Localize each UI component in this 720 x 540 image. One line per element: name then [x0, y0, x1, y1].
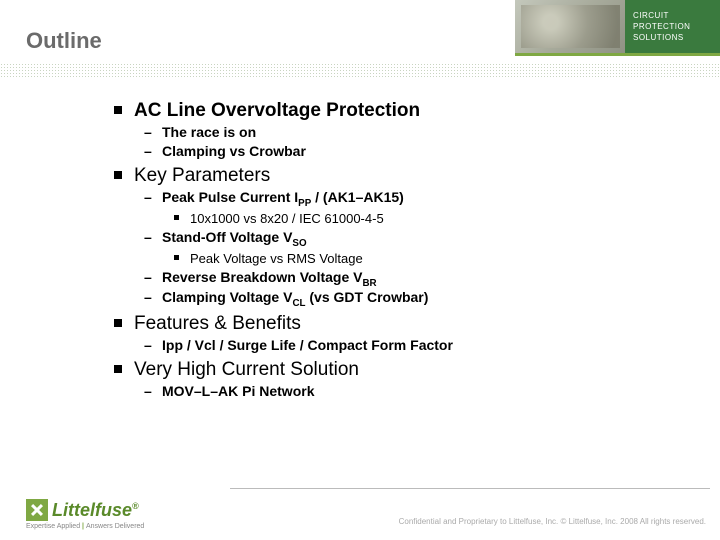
- outline-l2-list: Peak Pulse Current IPP / (AK1–AK15) 10x10…: [134, 189, 690, 309]
- outline-l2-item: The race is on: [134, 124, 690, 142]
- outline-l2-item: MOV–L–AK Pi Network: [134, 383, 690, 401]
- tagline-left: Expertise Applied: [26, 523, 80, 530]
- green-line-2: PROTECTION: [633, 21, 712, 32]
- outline-l3-list: Peak Voltage vs RMS Voltage: [162, 250, 690, 268]
- tagline-right: Answers Delivered: [86, 523, 144, 530]
- subscript: CL: [292, 298, 305, 309]
- outline-l2-text: Peak Pulse Current IPP / (AK1–AK15): [162, 189, 404, 205]
- outline-l1-item: AC Line Overvoltage Protection The race i…: [112, 100, 690, 161]
- outline-l2-text: The race is on: [162, 124, 256, 140]
- dotted-divider: [0, 63, 720, 77]
- outline-list: AC Line Overvoltage Protection The race i…: [112, 100, 690, 401]
- outline-l1-text: Features & Benefits: [134, 313, 301, 334]
- logo-area: Littelfuse® Expertise Applied | Answers …: [26, 499, 144, 530]
- green-line-1: CIRCUIT: [633, 10, 712, 21]
- outline-l2-item: Reverse Breakdown Voltage VBR: [134, 269, 690, 289]
- footer-divider: [230, 488, 710, 489]
- outline-l3-list: 10x1000 vs 8x20 / IEC 61000-4-5: [162, 210, 690, 228]
- subscript: BR: [362, 277, 376, 288]
- logo-tagline: Expertise Applied | Answers Delivered: [26, 523, 144, 530]
- outline-l2-text: Reverse Breakdown Voltage VBR: [162, 269, 377, 285]
- outline-l2-item: Clamping Voltage VCL (vs GDT Crowbar): [134, 289, 690, 309]
- header-photo: [515, 0, 625, 56]
- outline-l2-list: Ipp / Vcl / Surge Life / Compact Form Fa…: [134, 337, 690, 355]
- subscript: PP: [298, 198, 311, 209]
- outline-l1-text: AC Line Overvoltage Protection: [134, 100, 420, 121]
- slide-title: Outline: [26, 28, 102, 54]
- slide-footer: Littelfuse® Expertise Applied | Answers …: [0, 488, 720, 540]
- outline-l1-item: Features & Benefits Ipp / Vcl / Surge Lif…: [112, 313, 690, 355]
- outline-l1-text: Very High Current Solution: [134, 359, 359, 380]
- outline-l2-item: Ipp / Vcl / Surge Life / Compact Form Fa…: [134, 337, 690, 355]
- outline-l2-item: Peak Pulse Current IPP / (AK1–AK15) 10x10…: [134, 189, 690, 228]
- outline-l1-text: Key Parameters: [134, 165, 270, 186]
- slide-header: Outline CIRCUIT PROTECTION SOLUTIONS: [0, 0, 720, 80]
- outline-l2-text: MOV–L–AK Pi Network: [162, 383, 314, 399]
- photo-placeholder: [521, 5, 620, 47]
- outline-l2-item: Stand-Off Voltage VSO Peak Voltage vs RMS…: [134, 229, 690, 268]
- header-green-block: CIRCUIT PROTECTION SOLUTIONS: [625, 0, 720, 56]
- outline-l3-text: Peak Voltage vs RMS Voltage: [190, 251, 363, 266]
- outline-l3-item: Peak Voltage vs RMS Voltage: [162, 250, 690, 268]
- outline-l3-item: 10x1000 vs 8x20 / IEC 61000-4-5: [162, 210, 690, 228]
- confidential-text: Confidential and Proprietary to Littelfu…: [399, 517, 706, 526]
- outline-l2-list: MOV–L–AK Pi Network: [134, 383, 690, 401]
- header-right-blocks: CIRCUIT PROTECTION SOLUTIONS: [515, 0, 720, 56]
- outline-l2-list: The race is on Clamping vs Crowbar: [134, 124, 690, 161]
- outline-l2-text: Ipp / Vcl / Surge Life / Compact Form Fa…: [162, 337, 453, 353]
- outline-l2-item: Clamping vs Crowbar: [134, 143, 690, 161]
- outline-l1-item: Key Parameters Peak Pulse Current IPP / (…: [112, 165, 690, 309]
- logo-text: Littelfuse®: [52, 500, 139, 521]
- green-line-3: SOLUTIONS: [633, 32, 712, 43]
- subscript: SO: [292, 238, 306, 249]
- outline-l3-text: 10x1000 vs 8x20 / IEC 61000-4-5: [190, 211, 384, 226]
- outline-l2-text: Stand-Off Voltage VSO: [162, 229, 307, 245]
- outline-l2-text: Clamping Voltage VCL (vs GDT Crowbar): [162, 289, 428, 305]
- outline-content: AC Line Overvoltage Protection The race i…: [112, 100, 690, 405]
- outline-l1-item: Very High Current Solution MOV–L–AK Pi Ne…: [112, 359, 690, 401]
- logo-mark-icon: [26, 499, 48, 521]
- outline-l2-text: Clamping vs Crowbar: [162, 143, 306, 159]
- logo: Littelfuse®: [26, 499, 144, 521]
